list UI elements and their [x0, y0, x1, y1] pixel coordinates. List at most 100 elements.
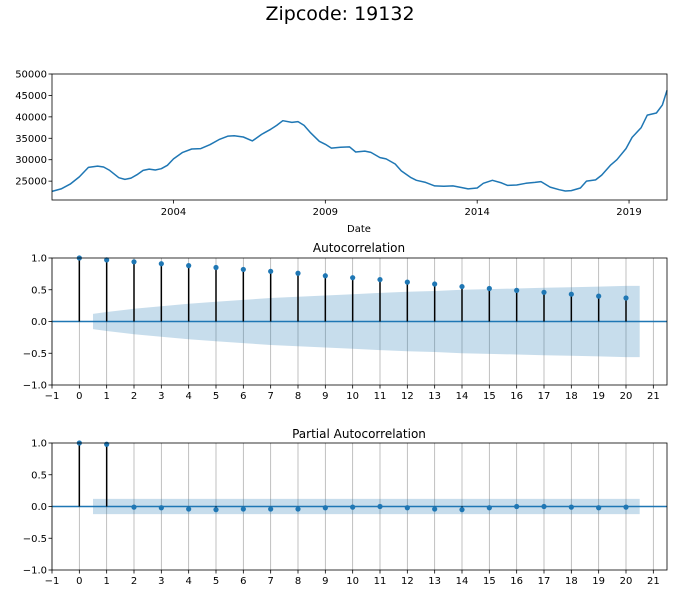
acf-marker [131, 259, 137, 265]
pacf-x-tick-label: 10 [346, 576, 359, 587]
price-series-line [51, 90, 668, 193]
pacf-x-tick-label: 21 [647, 576, 660, 587]
pacf-marker [596, 505, 602, 511]
pacf-marker [541, 503, 547, 510]
pacf-panel: −1 0 1 2 3 4 5 6 7 8 9 10 11 12 13 14 15 16 17 18 19 20 211.00… [23, 439, 668, 587]
pacf-marker [186, 506, 192, 512]
price-y-tick-label: 40000 [15, 112, 47, 123]
pacf-marker [158, 505, 164, 511]
acf-marker [459, 283, 465, 290]
acf-x-tick-label: 14 [456, 391, 469, 402]
pacf-x-tick-label: 7 [267, 576, 273, 587]
acf-x-tick-label: 21 [647, 391, 660, 402]
acf-x-tick-label: 7 [267, 391, 273, 402]
acf-marker [104, 257, 110, 263]
acf-x-tick-label: 3 [158, 391, 164, 402]
pacf-marker [514, 503, 520, 510]
pacf-x-tick-label: 11 [374, 576, 387, 587]
pacf-y-tick-label: −0.5 [23, 534, 47, 545]
acf-x-tick-label: 15 [483, 391, 496, 402]
acf-marker [541, 289, 547, 295]
acf-marker [240, 266, 246, 273]
price-y-tick-label: 35000 [15, 134, 47, 145]
pacf-marker [213, 507, 219, 513]
acf-title: Autocorrelation [313, 241, 405, 255]
price-y-tick-label: 30000 [15, 155, 47, 166]
acf-x-tick-label: 9 [322, 391, 328, 402]
pacf-x-tick-label: 16 [510, 576, 523, 587]
pacf-marker [459, 507, 465, 513]
price-x-tick-label: 2009 [313, 207, 338, 218]
pacf-x-tick-label: 19 [592, 576, 605, 587]
acf-x-tick-label: 18 [565, 391, 578, 402]
pacf-y-tick-label: −1.0 [23, 566, 47, 577]
price-y-tick-label: 45000 [15, 91, 47, 102]
pacf-marker [486, 505, 492, 511]
acf-marker [322, 273, 328, 279]
acf-marker [404, 279, 410, 285]
acf-marker [213, 264, 219, 271]
pacf-marker [432, 506, 438, 512]
pacf-marker [568, 504, 574, 510]
pacf-x-tick-label: 3 [158, 576, 164, 587]
acf-marker [432, 281, 438, 287]
pacf-marker [268, 506, 274, 512]
pacf-x-tick-label: 2 [131, 576, 137, 587]
acf-marker [377, 276, 383, 283]
acf-marker [568, 291, 574, 297]
acf-x-tick-label: 13 [428, 391, 441, 402]
price-plot-frame [51, 73, 668, 201]
pacf-y-tick-label: 0.5 [31, 470, 47, 481]
pacf-y-tick-label: 0.0 [31, 502, 47, 513]
pacf-x-tick-label: 6 [240, 576, 246, 587]
price-line-panel: 2004 2009 2014 2019 25000 30000 35000 40000 4500… [15, 70, 668, 218]
acf-x-tick-label: 16 [510, 391, 523, 402]
acf-marker [514, 287, 520, 293]
pacf-x-tick-label: 4 [185, 576, 191, 587]
acf-marker [350, 275, 356, 281]
pacf-marker [404, 505, 410, 511]
acf-x-tick-label: 19 [592, 391, 605, 402]
pacf-marker [240, 506, 246, 512]
acf-y-tick-label: −0.5 [23, 349, 47, 360]
acf-x-tick-label: 10 [346, 391, 359, 402]
acf-x-tick-label: 8 [295, 391, 301, 402]
pacf-title: Partial Autocorrelation [292, 427, 426, 441]
acf-x-tick-label: 0 [76, 391, 82, 402]
acf-marker [186, 263, 192, 269]
pacf-x-tick-label: 15 [483, 576, 496, 587]
acf-x-tick-label: 1 [103, 391, 109, 402]
acf-marker [623, 295, 629, 301]
acf-y-tick-label: −1.0 [23, 381, 47, 392]
pacf-marker [623, 504, 629, 510]
acf-x-tick-label: 20 [620, 391, 633, 402]
price-x-tick-label: 2019 [616, 207, 641, 218]
pacf-marker [322, 505, 328, 511]
acf-x-tick-label: 6 [240, 391, 246, 402]
acf-marker [486, 285, 492, 292]
acf-y-tick-label: 1.0 [31, 254, 47, 265]
acf-marker [268, 268, 274, 274]
acf-x-tick-label: 11 [374, 391, 387, 402]
acf-x-tick-label: 17 [538, 391, 551, 402]
pacf-x-tick-label: 14 [456, 576, 469, 587]
acf-panel: −1 0 1 2 3 4 5 6 7 8 9 10 11 12 13 14 15 16 17 18 19 20 211.00… [23, 254, 668, 402]
pacf-marker [104, 441, 110, 447]
pacf-x-tick-label: 20 [620, 576, 633, 587]
pacf-x-tick-label: 13 [428, 576, 441, 587]
acf-marker [158, 261, 164, 267]
acf-x-tick-label: 4 [185, 391, 191, 402]
pacf-x-tick-label: 12 [401, 576, 414, 587]
price-x-axis-label: Date [347, 224, 371, 235]
acf-x-tick-label: 12 [401, 391, 414, 402]
pacf-marker [295, 506, 301, 512]
pacf-marker [131, 504, 137, 510]
figure-title: Zipcode: 19132 [265, 3, 414, 25]
pacf-x-tick-label: 5 [213, 576, 219, 587]
acf-marker [596, 293, 602, 299]
pacf-x-tick-label: 1 [103, 576, 109, 587]
pacf-x-tick-label: 18 [565, 576, 578, 587]
acf-x-tick-label: −1 [45, 391, 60, 402]
pacf-marker [377, 503, 383, 510]
